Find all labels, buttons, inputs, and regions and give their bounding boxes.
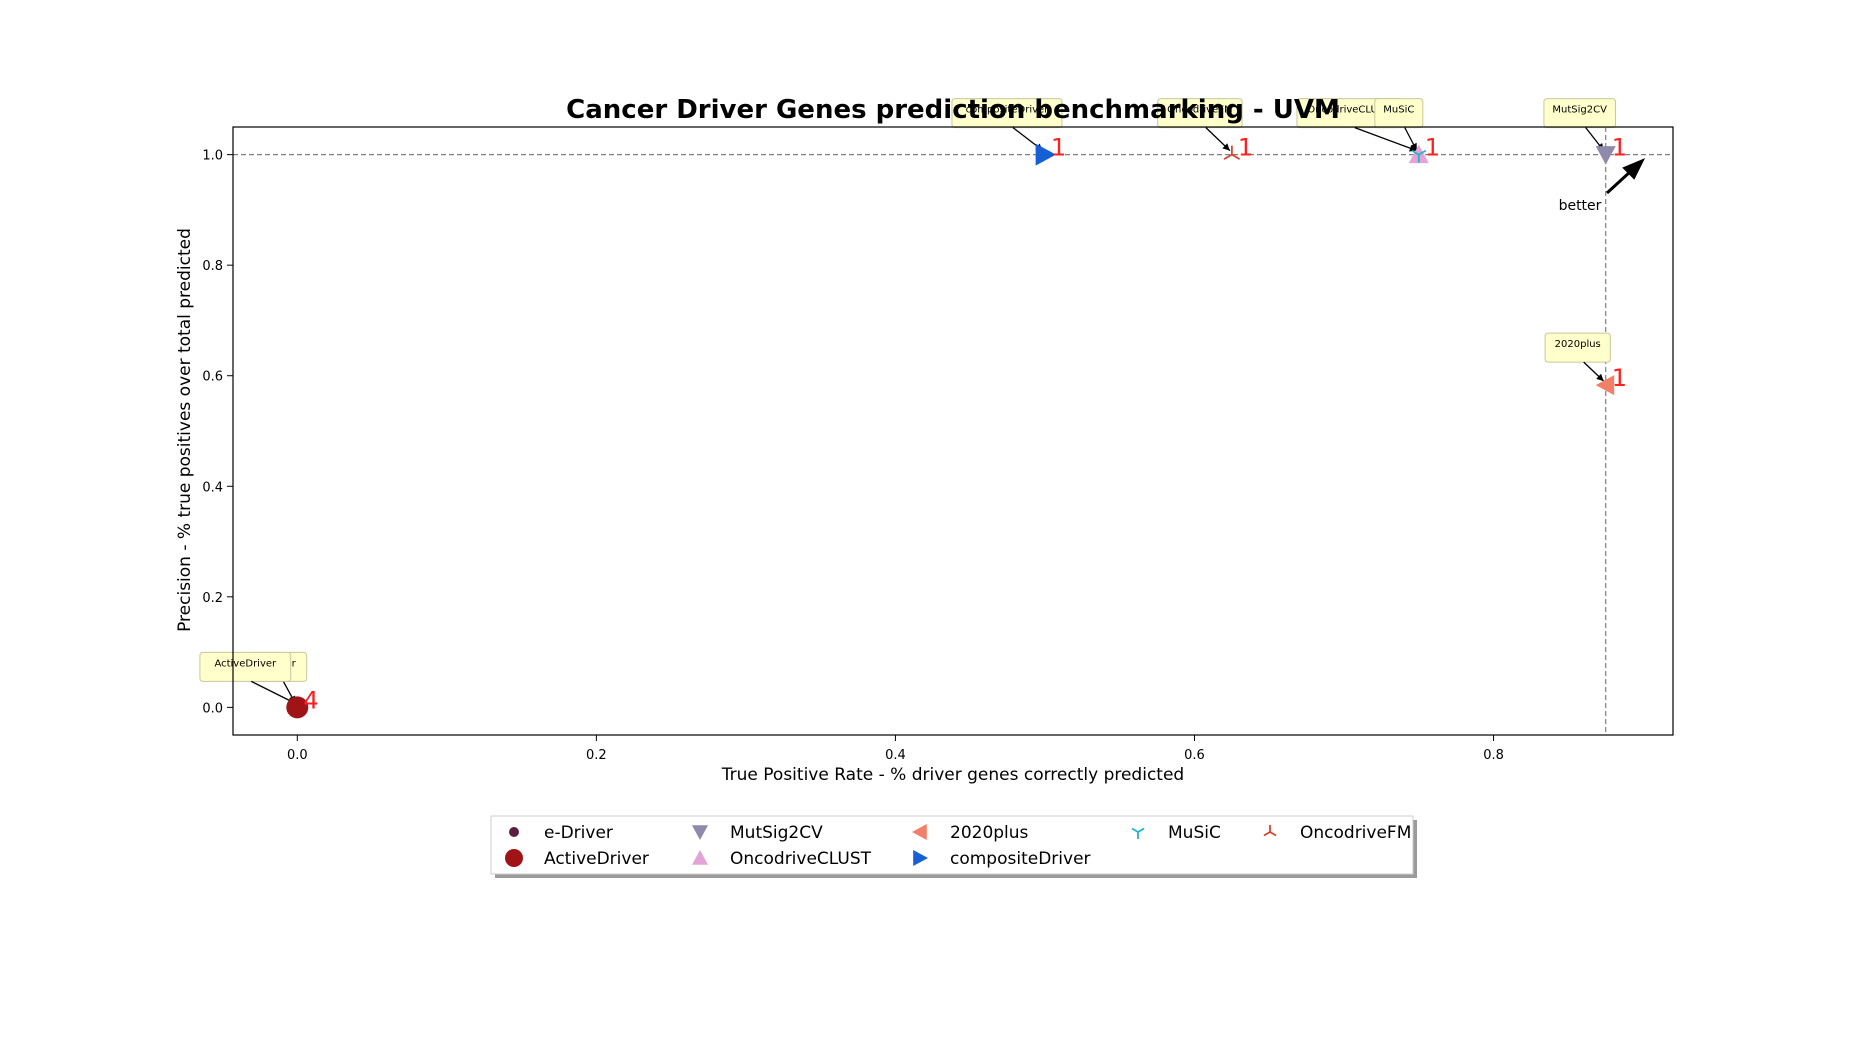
callout-box — [1544, 332, 1611, 363]
reference-lines — [233, 127, 1673, 735]
rank-label: 1 — [1051, 134, 1066, 162]
callout-arrowhead-icon — [1409, 144, 1417, 152]
y-tick-label: 0.4 — [202, 480, 223, 495]
point-music-stroke — [1411, 149, 1420, 156]
callout-text: ActiveDriver — [214, 658, 277, 669]
point-activedriver — [286, 696, 309, 719]
x-tick-label: 0.4 — [885, 748, 906, 763]
callout-mutsig2cv: MutSig2CV — [1543, 98, 1617, 152]
legend-label: MutSig2CV — [730, 823, 823, 843]
legend-marker-music-stroke — [1137, 827, 1145, 833]
callout-text: compositeDriver — [966, 105, 1050, 116]
better-indicator: better — [1559, 158, 1646, 214]
legend-item-oncodriveclust: OncodriveCLUST — [692, 849, 872, 869]
legend-marker-music-stroke — [1131, 827, 1139, 833]
legend-label: compositeDriver — [950, 849, 1091, 869]
callout-text: OncodriveFM — [1167, 105, 1233, 116]
point-music — [1411, 149, 1427, 163]
x-tick-label: 0.0 — [287, 748, 308, 763]
callout-box — [199, 651, 292, 682]
point-oncodrivefm — [1223, 145, 1241, 160]
legend-marker-mutsig2cv — [692, 825, 708, 840]
callout-arrowhead-icon — [1596, 373, 1604, 382]
chart-title: Cancer Driver Genes prediction benchmark… — [566, 95, 1340, 125]
legend-label: 2020plus — [950, 823, 1029, 843]
rank-label: 1 — [1425, 134, 1440, 162]
callout-arrow — [1354, 127, 1418, 152]
callout-text: MutSig2CV — [1552, 105, 1607, 116]
callout-box — [1374, 98, 1424, 129]
point-oncodrivefm-stroke — [1223, 153, 1233, 160]
callout-text: MuSiC — [1383, 105, 1414, 116]
legend-marker-2020plus — [912, 824, 927, 840]
y-axis-label: Precision - % true positives over total … — [175, 228, 195, 632]
legend-label: OncodriveCLUST — [730, 849, 872, 869]
legend-marker-compositedriver — [913, 850, 928, 866]
callout-arrowhead-icon — [1410, 142, 1417, 151]
legend-label: e-Driver — [544, 823, 613, 843]
y-tick-label: 1.0 — [202, 149, 223, 164]
callout-activedriver: ActiveDriver — [199, 651, 296, 704]
better-label: better — [1559, 198, 1602, 214]
rank-label: 1 — [1612, 134, 1627, 162]
x-tick-label: 0.6 — [1184, 748, 1205, 763]
rank-label: 1 — [1612, 364, 1627, 392]
point-oncodrivefm-stroke — [1231, 153, 1241, 160]
callout-text: OncodriveCLUST — [1307, 105, 1391, 116]
legend-box — [490, 815, 1414, 875]
x-tick-label: 0.8 — [1483, 748, 1504, 763]
callout-2020plus: 2020plus — [1544, 332, 1611, 382]
legend-item-compositedriver: compositeDriver — [913, 849, 1091, 869]
legend-item-2020plus: 2020plus — [912, 823, 1029, 843]
better-arrow-shaft — [1605, 169, 1633, 195]
legend-marker-activedriver — [505, 849, 523, 867]
callouts: eDriverActiveDriverMutSig2CVOncodriveCLU… — [199, 98, 1617, 704]
legend-item-music: MuSiC — [1131, 823, 1221, 843]
legend-marker-oncodriveclust — [692, 850, 708, 865]
y-axis-ticks: 0.0 0.2 0.4 0.6 0.8 1.0 — [202, 149, 233, 716]
y-tick-label: 0.6 — [202, 370, 223, 385]
better-arrow-icon — [1622, 158, 1646, 180]
rank-label: 4 — [303, 686, 318, 714]
callout-oncodrivefm: OncodriveFM — [1157, 98, 1243, 152]
point-mutsig2cv — [1595, 146, 1616, 165]
callout-box — [1543, 98, 1617, 129]
y-tick-label: 0.2 — [202, 591, 223, 606]
rank-label: 1 — [1238, 134, 1253, 162]
legend: e-Driver ActiveDriver MutSig2CV OncodriveCL… — [490, 815, 1417, 878]
legend-marker-oncodrivefm — [1263, 825, 1277, 837]
callout-arrowhead-icon — [1222, 143, 1230, 151]
callout-box — [1157, 98, 1243, 129]
point-music-stroke — [1418, 149, 1427, 156]
callout-music: MuSiC — [1374, 98, 1424, 151]
callout-arrow — [251, 680, 296, 704]
y-tick-label: 0.8 — [202, 259, 223, 274]
x-axis-label: True Positive Rate - % driver genes corr… — [721, 765, 1184, 785]
legend-item-oncodrivefm: OncodriveFM — [1263, 823, 1411, 843]
plot-frame — [232, 126, 1674, 736]
data-points — [286, 143, 1616, 719]
x-tick-label: 0.2 — [586, 748, 607, 763]
legend-label: OncodriveFM — [1300, 823, 1411, 843]
legend-marker-e-driver — [509, 827, 519, 837]
legend-label: ActiveDriver — [544, 849, 649, 869]
legend-marker-oncodrivefm-stroke — [1269, 831, 1277, 837]
legend-item-e-driver: e-Driver — [509, 823, 613, 843]
legend-marker-oncodrivefm-stroke — [1263, 831, 1271, 837]
rank-labels: 4 1 1 1 1 1 — [303, 134, 1627, 715]
legend-item-mutsig2cv: MutSig2CV — [692, 823, 823, 843]
legend-item-activedriver: ActiveDriver — [505, 849, 649, 869]
callout-text: 2020plus — [1555, 339, 1601, 350]
y-tick-label: 0.0 — [202, 701, 223, 716]
legend-label: MuSiC — [1168, 823, 1221, 843]
legend-marker-music — [1131, 827, 1145, 839]
callout-compositedriver: compositeDriver — [951, 98, 1063, 152]
point-compositedriver — [1035, 143, 1056, 166]
x-axis-ticks: 0.0 0.2 0.4 0.6 0.8 — [287, 735, 1504, 763]
point-2020plus — [1595, 375, 1615, 396]
callout-box — [951, 98, 1063, 129]
